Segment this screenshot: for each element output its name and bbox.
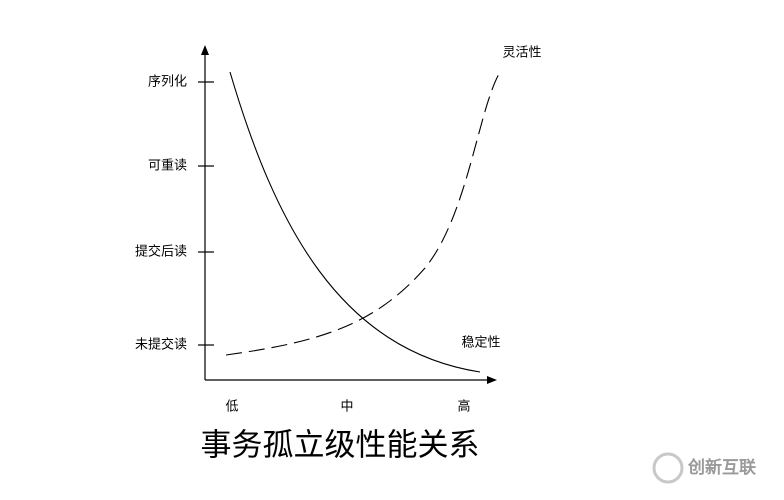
y-label: 提交后读	[135, 244, 187, 260]
x-label: 高	[457, 399, 470, 415]
watermark-icon	[652, 452, 684, 484]
flexibility-curve	[225, 71, 501, 356]
curve-label: 灵活性	[502, 46, 541, 61]
x-label: 低	[225, 400, 238, 415]
watermark: 创新互联	[652, 452, 756, 484]
y-arrow	[201, 45, 209, 55]
stability-curve	[229, 71, 481, 373]
y-label: 可重读	[148, 158, 187, 174]
y-label: 未提交读	[135, 337, 187, 353]
x-label: 中	[340, 400, 353, 415]
x-arrow	[487, 376, 497, 384]
title: 事务孤立级性能关系	[201, 428, 480, 464]
axes	[198, 45, 497, 384]
curve-label: 稳定性	[461, 335, 500, 351]
y-label: 序列化	[148, 75, 187, 90]
watermark-text: 创新互联	[687, 457, 756, 478]
